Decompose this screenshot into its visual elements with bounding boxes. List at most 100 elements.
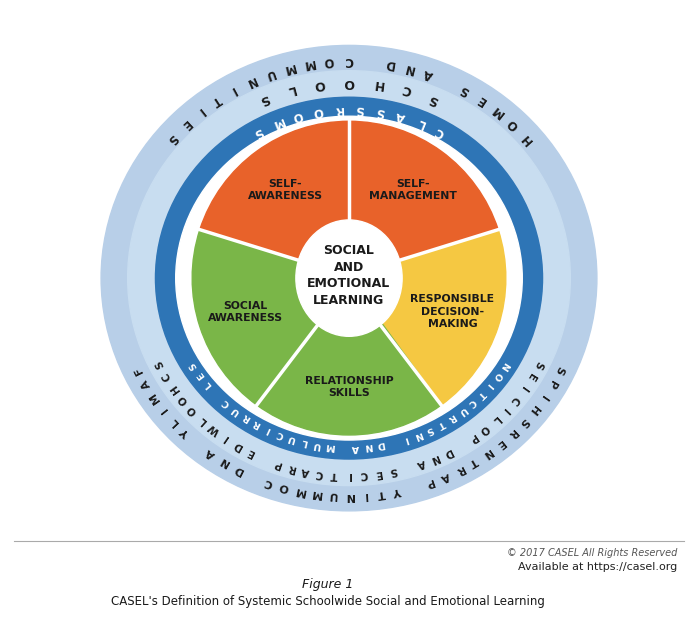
Text: RELATIONSHIP
SKILLS: RELATIONSHIP SKILLS bbox=[304, 376, 394, 398]
Text: S: S bbox=[154, 359, 166, 370]
Text: P: P bbox=[424, 476, 435, 488]
Text: M: M bbox=[294, 485, 306, 497]
Text: A: A bbox=[415, 458, 426, 469]
Text: H: H bbox=[527, 403, 540, 416]
Text: Y: Y bbox=[179, 426, 193, 439]
Text: I: I bbox=[221, 432, 230, 442]
Text: L: L bbox=[203, 379, 214, 390]
Text: H: H bbox=[372, 77, 384, 91]
Text: A: A bbox=[439, 470, 451, 482]
Text: E: E bbox=[493, 437, 506, 449]
Text: O: O bbox=[323, 54, 334, 68]
Text: R: R bbox=[453, 463, 466, 476]
Text: R: R bbox=[505, 426, 519, 439]
Text: C: C bbox=[221, 397, 232, 408]
Text: I: I bbox=[363, 490, 368, 500]
Text: L: L bbox=[415, 116, 426, 130]
Text: SELF-
MANAGEMENT: SELF- MANAGEMENT bbox=[369, 179, 457, 201]
Text: S: S bbox=[427, 91, 440, 107]
Text: T: T bbox=[330, 469, 339, 480]
Text: E: E bbox=[195, 370, 207, 381]
Ellipse shape bbox=[156, 98, 542, 459]
Text: M: M bbox=[310, 488, 322, 499]
Text: S: S bbox=[517, 415, 530, 428]
Text: C: C bbox=[263, 476, 274, 488]
Text: O: O bbox=[505, 116, 521, 132]
Text: SELF-
AWARENESS: SELF- AWARENESS bbox=[248, 179, 322, 201]
Ellipse shape bbox=[176, 116, 522, 440]
Text: A: A bbox=[205, 446, 217, 459]
Text: N: N bbox=[344, 491, 354, 501]
Text: SOCIAL
AWARENESS: SOCIAL AWARENESS bbox=[208, 301, 283, 323]
Text: C: C bbox=[466, 397, 477, 408]
Text: C: C bbox=[433, 124, 447, 139]
Text: E: E bbox=[374, 468, 383, 479]
Text: S: S bbox=[388, 465, 397, 476]
Text: S: S bbox=[375, 104, 386, 119]
Text: A: A bbox=[300, 465, 310, 477]
Text: Y: Y bbox=[393, 485, 403, 496]
Text: C: C bbox=[401, 82, 413, 97]
Text: R: R bbox=[334, 102, 343, 116]
Text: L: L bbox=[169, 416, 181, 428]
Text: E: E bbox=[525, 371, 537, 382]
Text: S: S bbox=[532, 359, 544, 370]
Text: C: C bbox=[359, 469, 368, 480]
Ellipse shape bbox=[296, 220, 402, 336]
Text: W: W bbox=[206, 422, 221, 437]
Text: A: A bbox=[140, 378, 153, 390]
Text: I: I bbox=[228, 83, 238, 96]
Text: R: R bbox=[286, 462, 296, 473]
Text: I: I bbox=[347, 470, 351, 480]
Text: Available at https://casel.org: Available at https://casel.org bbox=[518, 562, 677, 572]
Text: N: N bbox=[403, 61, 415, 76]
Wedge shape bbox=[257, 278, 441, 435]
Text: T: T bbox=[377, 488, 386, 499]
Wedge shape bbox=[349, 121, 498, 278]
Text: U: U bbox=[456, 404, 468, 416]
Text: M: M bbox=[325, 441, 335, 451]
Text: N: N bbox=[218, 455, 231, 468]
Text: F: F bbox=[133, 364, 145, 376]
Text: S: S bbox=[458, 82, 472, 98]
Text: T: T bbox=[436, 418, 446, 429]
Text: U: U bbox=[263, 66, 276, 81]
Text: S: S bbox=[553, 364, 565, 376]
Text: I: I bbox=[485, 381, 494, 389]
Text: S: S bbox=[252, 124, 265, 139]
Text: O: O bbox=[177, 393, 190, 406]
Text: R: R bbox=[446, 412, 457, 423]
Text: C: C bbox=[161, 371, 173, 382]
Ellipse shape bbox=[156, 98, 542, 459]
Text: N: N bbox=[498, 359, 510, 371]
Text: A: A bbox=[422, 66, 435, 81]
Text: O: O bbox=[311, 104, 324, 119]
Ellipse shape bbox=[128, 71, 570, 486]
Text: I: I bbox=[194, 105, 206, 118]
Text: C: C bbox=[508, 393, 521, 406]
Text: N: N bbox=[429, 452, 440, 464]
Text: T: T bbox=[475, 388, 487, 399]
Text: E: E bbox=[178, 117, 193, 132]
Text: Figure 1: Figure 1 bbox=[302, 578, 354, 591]
Text: S: S bbox=[164, 131, 179, 146]
Text: C: C bbox=[345, 54, 353, 67]
Text: I: I bbox=[403, 434, 409, 444]
Text: O: O bbox=[186, 403, 200, 417]
Text: SOCIAL
AND
EMOTIONAL
LEARNING: SOCIAL AND EMOTIONAL LEARNING bbox=[307, 244, 391, 307]
Text: R: R bbox=[241, 412, 252, 423]
Text: P: P bbox=[545, 378, 558, 390]
Text: O: O bbox=[343, 76, 355, 89]
Text: M: M bbox=[147, 389, 162, 404]
Text: S: S bbox=[355, 102, 364, 116]
Text: D: D bbox=[442, 446, 454, 459]
Ellipse shape bbox=[101, 46, 597, 511]
Text: N: N bbox=[413, 429, 423, 440]
Text: A: A bbox=[352, 442, 359, 452]
Text: E: E bbox=[475, 92, 489, 108]
Text: S: S bbox=[258, 91, 271, 107]
Text: R: R bbox=[252, 418, 262, 429]
Text: I: I bbox=[159, 405, 170, 414]
Text: S: S bbox=[188, 360, 200, 371]
Wedge shape bbox=[192, 229, 349, 405]
